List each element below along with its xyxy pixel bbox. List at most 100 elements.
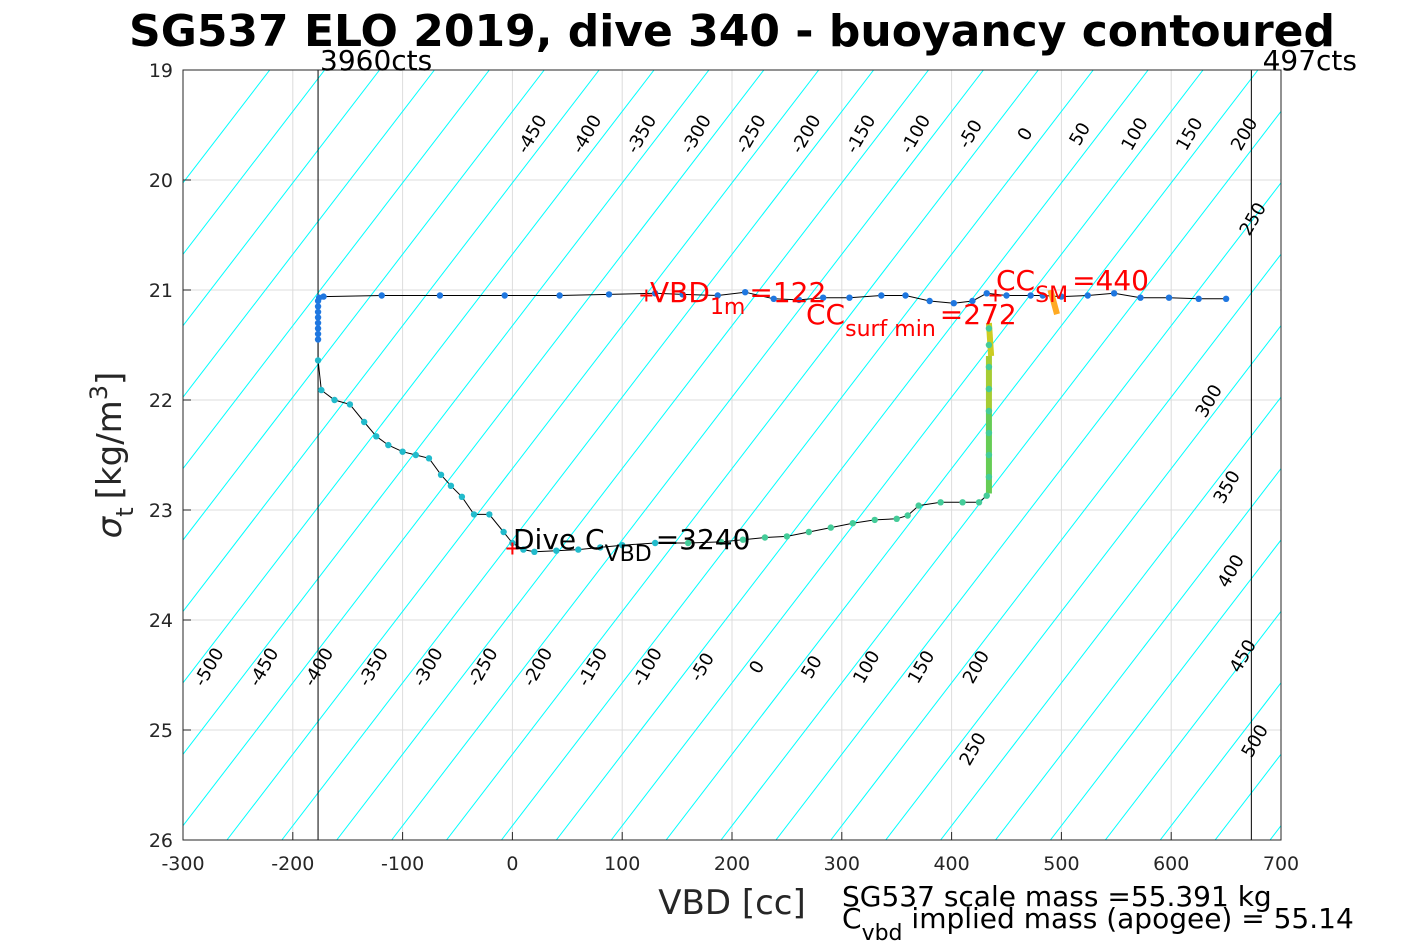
buoyancy-contour-line [1214, 753, 1281, 840]
x-tick-label: 100 [604, 853, 640, 875]
buoyancy-contour-line [1050, 539, 1281, 840]
count-lines [317, 70, 1252, 840]
profile-point [314, 308, 322, 316]
vbd-1m-base: VBD [650, 276, 710, 309]
y-axis-label: σt [kg/m3] [85, 372, 139, 539]
x-tick-label: -300 [161, 853, 204, 875]
profile-point [619, 542, 626, 549]
profile-point [373, 433, 380, 440]
profile-point [714, 292, 721, 299]
profile-point [314, 303, 322, 310]
buoyancy-contour-line [1269, 824, 1281, 840]
profile-point [975, 499, 983, 506]
profile-point [805, 528, 813, 536]
x-tick-label: 400 [933, 853, 969, 875]
profile-point [360, 418, 368, 426]
profile-point [915, 502, 922, 509]
profile-point [314, 297, 322, 305]
contour-label-top: -100 [897, 111, 936, 157]
implied-text: implied mass (apogee) = 55.14 [903, 902, 1354, 935]
chart-title: SG537 ELO 2019, dive 340 - buoyancy cont… [129, 6, 1335, 57]
profile-point [985, 451, 993, 459]
contour-label-right: 450 [1226, 636, 1261, 676]
dive-c-vbd-base: Dive C [513, 523, 605, 556]
profile-point [1003, 292, 1010, 299]
profile-point [470, 511, 478, 518]
contour-label-top: -350 [623, 111, 662, 157]
profile-point [983, 492, 990, 499]
y-tick-label: 19 [149, 60, 173, 82]
contour-label-top: -250 [732, 111, 771, 157]
contour-label-top: 100 [1117, 114, 1152, 154]
buoyancy-contour-line [501, 70, 1094, 840]
profile-point [985, 473, 993, 481]
profile-point [314, 330, 322, 338]
implied-sub: vbd [862, 921, 903, 945]
x-tick-label: 700 [1263, 853, 1299, 875]
buoyancy-contour-line [720, 110, 1281, 840]
cc-sm-base: CC [996, 264, 1035, 297]
svg-text:σt[kg/m3]: σt [kg/m3] [85, 372, 139, 539]
y-tick-label: 22 [149, 390, 173, 412]
profile-point [761, 534, 769, 541]
x-tick-label: -200 [271, 853, 314, 875]
profile-point [739, 536, 747, 543]
profile-point [985, 429, 993, 437]
profile-point [531, 548, 538, 555]
profile-point [871, 516, 878, 524]
contour-label-top: -200 [787, 111, 826, 157]
y-tick-label: 23 [149, 500, 173, 522]
dive-c-vbd-annotation: Dive CVBD =3240 [513, 523, 750, 567]
contour-label-right: 250 [1236, 199, 1271, 239]
buoyancy-contour-line [281, 70, 875, 840]
buoyancy-contour-line [995, 467, 1281, 840]
profile-point [983, 290, 990, 297]
x-tick-label: 600 [1153, 853, 1189, 875]
y-label-close: ] [90, 372, 130, 385]
buoyancy-contour-line [183, 70, 600, 613]
contour-label-top: -50 [954, 116, 987, 152]
contour-label-top: -400 [568, 111, 607, 157]
buoyancy-contour-line [665, 70, 1259, 840]
buoyancy-contour-line [226, 70, 820, 840]
profile-point [1027, 292, 1034, 299]
buoyancy-contour-line [183, 70, 765, 827]
profile-point [893, 515, 900, 522]
profile-point [314, 336, 322, 343]
count-label-right: 497cts [1263, 44, 1357, 77]
profile-point [553, 547, 560, 554]
contour-label-right: 500 [1238, 721, 1273, 761]
profile-point [458, 493, 466, 500]
buoyancy-contour-line [775, 182, 1281, 840]
x-axis-label: VBD [cc] [658, 883, 806, 923]
contour-label-mid: 250 [956, 729, 991, 769]
profile-point [904, 512, 911, 519]
contour-label-bottom: 200 [959, 647, 994, 687]
buoyancy-contour-line [885, 324, 1281, 840]
markers [506, 289, 1002, 555]
profile-point [575, 546, 582, 553]
x-tick-label: 0 [506, 853, 518, 875]
profile-point [346, 401, 354, 408]
profile-point [425, 455, 433, 462]
contour-label-top: 150 [1172, 114, 1207, 154]
profile-point [1222, 295, 1230, 302]
x-tick-label: 300 [824, 853, 860, 875]
contour-label-bottom: -500 [190, 644, 229, 690]
profile-point [378, 292, 385, 299]
profile-point [318, 386, 325, 394]
y-label-units: [kg/m [90, 400, 130, 499]
profile-point [1110, 290, 1118, 297]
profile-point [597, 544, 604, 551]
y-tick-label: 24 [149, 610, 173, 632]
profile-point [827, 524, 835, 531]
buoyancy-contour-line [183, 70, 545, 541]
vbd-1m-value: =122 [749, 276, 826, 309]
buoyancy-contour-line [555, 70, 1149, 840]
profile-point [331, 396, 338, 404]
profile-point [684, 539, 692, 547]
buoyancy-contour-line [391, 70, 984, 840]
profile-point [985, 341, 993, 349]
buoyancy-contour-line [1159, 682, 1281, 840]
